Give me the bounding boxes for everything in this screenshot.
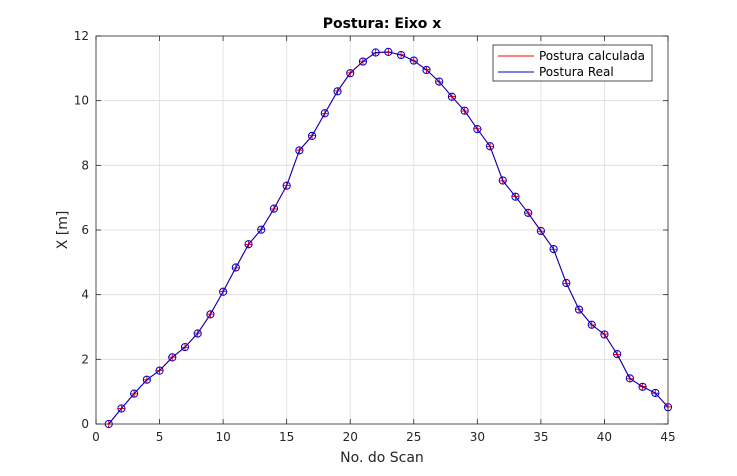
data-point [155,366,164,375]
data-point [562,278,571,288]
y-tick-label: 6 [81,223,89,237]
data-point [269,204,279,213]
data-point [409,56,418,65]
y-tick-label: 8 [81,158,89,172]
legend: Postura calculada Postura Real [492,44,653,82]
data-point [371,48,380,57]
x-tick-label: 45 [660,430,675,444]
ticks: 0 5 10 15 20 25 30 35 40 45 0 2 4 6 8 10 12 [74,29,676,444]
legend-box [492,44,653,82]
y-axis-label: X [m] [55,211,71,250]
data-point [244,240,253,249]
data-point [625,374,634,383]
data-point [295,146,304,155]
data-point [536,226,545,236]
x-tick-label: 10 [215,430,230,444]
x-tick-label: 25 [406,430,421,444]
data-point [651,388,660,398]
x-tick-label: 40 [597,430,612,444]
data-point [346,69,355,78]
data-point [307,131,317,141]
data-point [524,208,533,217]
y-tick-label: 10 [74,94,89,108]
legend-label-postura-calculada: Postura calculada [539,49,645,63]
data-point [117,404,126,413]
x-tick-label: 30 [470,430,485,444]
data-point [574,305,584,314]
data-point [231,263,240,272]
data-point [384,47,393,56]
data-point [485,142,495,151]
data-point [587,320,596,329]
x-tick-label: 20 [343,430,358,444]
data-point [447,92,457,101]
data-point [600,330,609,339]
x-axis-label: No. do Scan [340,450,424,466]
y-tick-label: 12 [74,29,89,43]
data-point [193,329,202,338]
data-point [549,244,558,254]
data-point [333,87,342,96]
x-tick-label: 35 [533,430,548,444]
data-point [498,176,507,185]
data-point [511,192,520,201]
series-postura-real [104,47,673,429]
chart-title: Postura: Eixo x [323,16,442,32]
data-point [613,350,622,359]
data-point [638,382,647,391]
legend-label-postura-real: Postura Real [539,65,614,79]
x-tick-label: 5 [156,430,164,444]
y-tick-label: 4 [81,288,89,302]
data-point [282,181,291,190]
data-point [257,225,266,234]
data-point [460,106,469,115]
data-point [206,310,215,319]
x-tick-label: 0 [92,430,100,444]
data-point [435,77,444,86]
y-tick-label: 2 [81,352,89,366]
x-tick-label: 15 [279,430,294,444]
y-tick-label: 0 [81,417,89,431]
data-point [219,287,228,296]
data-point [422,65,431,75]
data-point [358,57,368,66]
series-line-postura-real [108,51,669,425]
data-point [168,353,177,362]
data-point [473,125,482,134]
series-layer [104,47,673,429]
data-point [142,375,151,384]
data-point [320,109,329,118]
data-point [396,50,406,60]
data-point [130,389,139,398]
data-point [180,342,190,352]
